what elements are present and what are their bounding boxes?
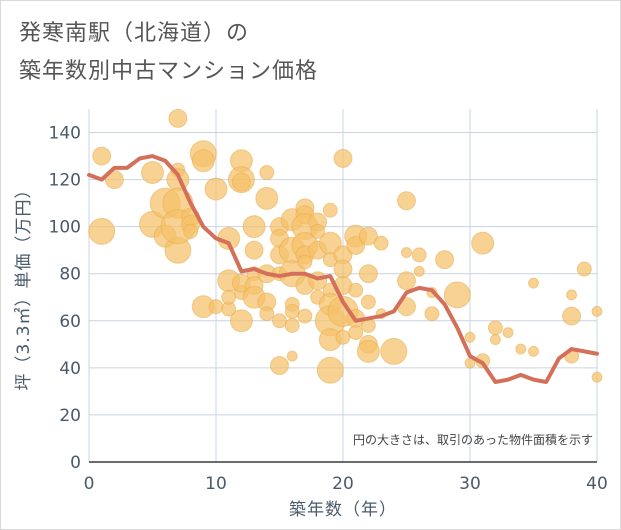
x-tick-label: 40: [586, 474, 608, 494]
data-bubble: [397, 191, 416, 211]
x-tick-label: 30: [459, 474, 481, 494]
data-bubble: [358, 264, 378, 284]
data-bubble: [183, 223, 199, 239]
data-bubble: [358, 226, 378, 246]
data-bubble: [566, 289, 578, 301]
data-bubble: [443, 281, 471, 309]
data-bubble: [562, 306, 582, 326]
data-bubble: [471, 231, 495, 255]
data-bubble: [348, 282, 364, 298]
data-bubble: [424, 306, 440, 322]
data-bubble: [397, 271, 416, 291]
data-bubble: [284, 303, 300, 319]
data-bubble: [297, 254, 313, 270]
chart-title-line-2: 築年数別中古マンション価格: [19, 59, 319, 84]
data-bubble: [221, 289, 237, 305]
data-bubble: [528, 345, 539, 357]
data-bubble: [528, 277, 539, 289]
data-bubble: [244, 240, 264, 260]
trend-line: [87, 154, 599, 384]
data-bubble: [208, 299, 224, 315]
x-tick-label: 20: [332, 474, 354, 494]
data-bubble: [316, 356, 344, 384]
y-tick-label: 40: [59, 359, 81, 379]
data-bubble: [413, 265, 425, 277]
data-bubble: [591, 371, 603, 383]
x-tick-label: 0: [84, 474, 95, 494]
data-bubble: [502, 327, 514, 339]
data-bubble: [348, 325, 364, 341]
data-bubble: [310, 223, 326, 239]
y-tick-label: 80: [59, 265, 81, 285]
data-bubble: [346, 235, 366, 255]
y-tick-label: 140: [49, 124, 81, 144]
data-bubble: [401, 247, 412, 259]
data-bubble: [435, 250, 455, 270]
data-bubble: [168, 108, 188, 128]
data-bubble: [88, 217, 116, 245]
data-bubble: [380, 337, 408, 365]
data-bubble: [204, 177, 228, 201]
y-axis-title: 坪（3.3㎡）単価（万円）: [14, 180, 34, 390]
data-bubble: [322, 202, 338, 218]
y-tick-label: 20: [59, 406, 81, 426]
data-bubble: [487, 320, 503, 336]
data-bubble: [229, 309, 253, 333]
data-bubble: [373, 235, 389, 251]
y-tick-label: 100: [49, 218, 81, 238]
bubble-size-note: 円の大きさは、取引のあった物件面積を示す: [353, 432, 593, 447]
data-bubble: [297, 308, 313, 324]
data-bubble: [591, 305, 603, 317]
chart-title-line-1: 発寒南駅（北海道）の: [19, 21, 250, 46]
data-bubble: [464, 331, 476, 343]
data-bubble: [335, 329, 351, 345]
data-bubble: [286, 350, 298, 362]
data-bubble: [270, 356, 289, 376]
data-bubble: [141, 161, 164, 185]
data-bubble: [242, 215, 266, 239]
data-bubble: [231, 172, 251, 192]
data-bubble: [191, 149, 215, 173]
data-bubble: [333, 259, 353, 279]
data-bubble: [576, 261, 592, 277]
data-bubble: [356, 339, 380, 363]
data-bubble: [515, 343, 527, 355]
x-tick-label: 10: [205, 474, 227, 494]
data-bubble: [259, 165, 275, 181]
y-tick-label: 0: [70, 453, 81, 473]
data-bubble: [284, 318, 300, 334]
y-tick-label: 60: [59, 312, 81, 332]
x-axis-title: 築年数（年）: [289, 500, 397, 520]
data-bubble: [333, 148, 353, 168]
data-bubble: [360, 294, 376, 310]
data-bubble: [272, 313, 287, 329]
data-bubble: [255, 186, 279, 210]
data-bubble: [411, 247, 427, 263]
data-bubble: [489, 334, 501, 346]
data-bubble: [104, 170, 124, 190]
data-bubble: [259, 306, 275, 322]
y-tick-label: 120: [49, 171, 81, 191]
data-bubble: [92, 146, 112, 166]
